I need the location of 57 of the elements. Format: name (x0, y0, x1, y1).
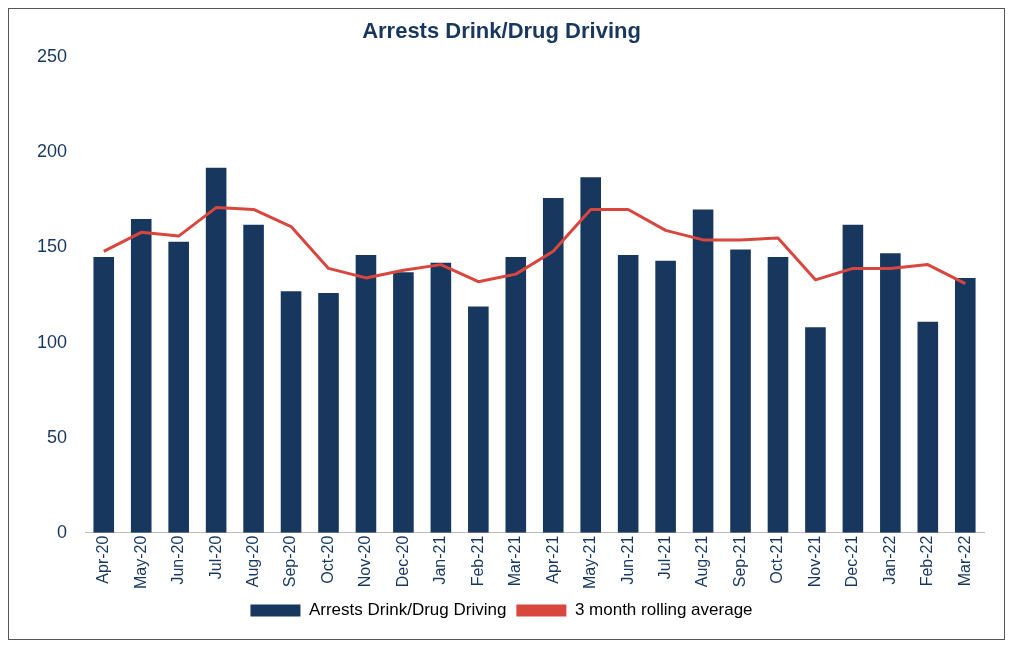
bar (730, 249, 751, 533)
y-tick-label: 50 (47, 426, 68, 447)
x-tick-label: Nov-21 (805, 535, 823, 588)
legend-label: 3 month rolling average (574, 600, 753, 620)
y-tick-label: 150 (36, 236, 68, 257)
bar (617, 255, 639, 533)
bar (243, 224, 264, 533)
y-tick-label: 100 (36, 331, 68, 352)
bar (655, 260, 676, 533)
x-tick-label: Nov-20 (356, 535, 374, 588)
x-tick-label: Sep-21 (730, 535, 748, 588)
x-tick-label: Oct-20 (318, 535, 336, 584)
bar (468, 306, 489, 533)
bar (917, 321, 939, 533)
bar (93, 257, 115, 533)
x-tick-label: Sep-20 (281, 535, 299, 588)
bar (318, 293, 339, 533)
bar (505, 257, 527, 533)
bar (542, 198, 564, 533)
bar (393, 272, 414, 533)
x-tick-label: Apr-20 (94, 535, 112, 584)
bar (205, 167, 227, 533)
x-tick-label: May-21 (581, 535, 599, 590)
x-tick-label: Feb-21 (468, 535, 486, 587)
x-tick-label: Feb-22 (918, 535, 936, 587)
y-tick-label: 250 (36, 46, 68, 67)
y-tick-label: 200 (36, 141, 68, 162)
x-tick-label: Jun-20 (169, 535, 187, 585)
x-tick-label: Dec-21 (843, 535, 861, 588)
x-tick-label: Mar-22 (955, 535, 973, 587)
x-tick-label: Dec-20 (393, 535, 411, 588)
bar (280, 291, 302, 533)
bar (842, 224, 864, 533)
y-tick-label: 0 (57, 521, 68, 542)
bar (355, 255, 377, 533)
x-tick-label: Oct-21 (768, 535, 786, 584)
bar (767, 257, 789, 533)
x-tick-label: Jun-21 (618, 535, 636, 585)
x-tick-label: Apr-21 (543, 535, 561, 584)
bar (130, 218, 152, 533)
chart-title: Arrests Drink/Drug Driving (362, 18, 641, 44)
x-tick-label: Jul-20 (206, 535, 224, 580)
bar (954, 277, 976, 533)
bar (692, 209, 714, 533)
bar (880, 253, 901, 533)
x-tick-label: Jul-21 (656, 535, 674, 580)
bar (580, 177, 601, 533)
legend-label: Arrests Drink/Drug Driving (308, 600, 507, 620)
x-tick-label: Mar-21 (506, 535, 524, 587)
x-tick-label: Aug-20 (243, 535, 261, 588)
bar (168, 241, 189, 533)
bar (805, 327, 826, 533)
bar (430, 262, 452, 533)
x-tick-label: Aug-21 (693, 535, 711, 588)
x-tick-label: Jan-21 (431, 535, 449, 585)
x-tick-label: Jan-22 (880, 535, 898, 585)
x-tick-label: May-20 (131, 535, 149, 590)
